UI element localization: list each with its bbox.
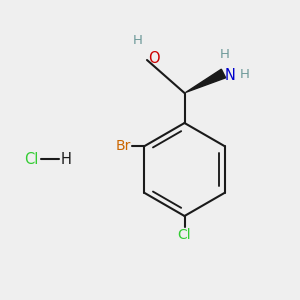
- Text: H: H: [240, 68, 250, 82]
- Text: Br: Br: [116, 139, 131, 153]
- Text: Cl: Cl: [24, 152, 38, 166]
- Text: O: O: [148, 51, 160, 66]
- Text: H: H: [133, 34, 143, 46]
- Text: N: N: [225, 68, 236, 82]
- Text: Cl: Cl: [178, 228, 191, 242]
- Polygon shape: [186, 69, 226, 92]
- Text: H: H: [220, 49, 230, 62]
- Text: H: H: [61, 152, 72, 166]
